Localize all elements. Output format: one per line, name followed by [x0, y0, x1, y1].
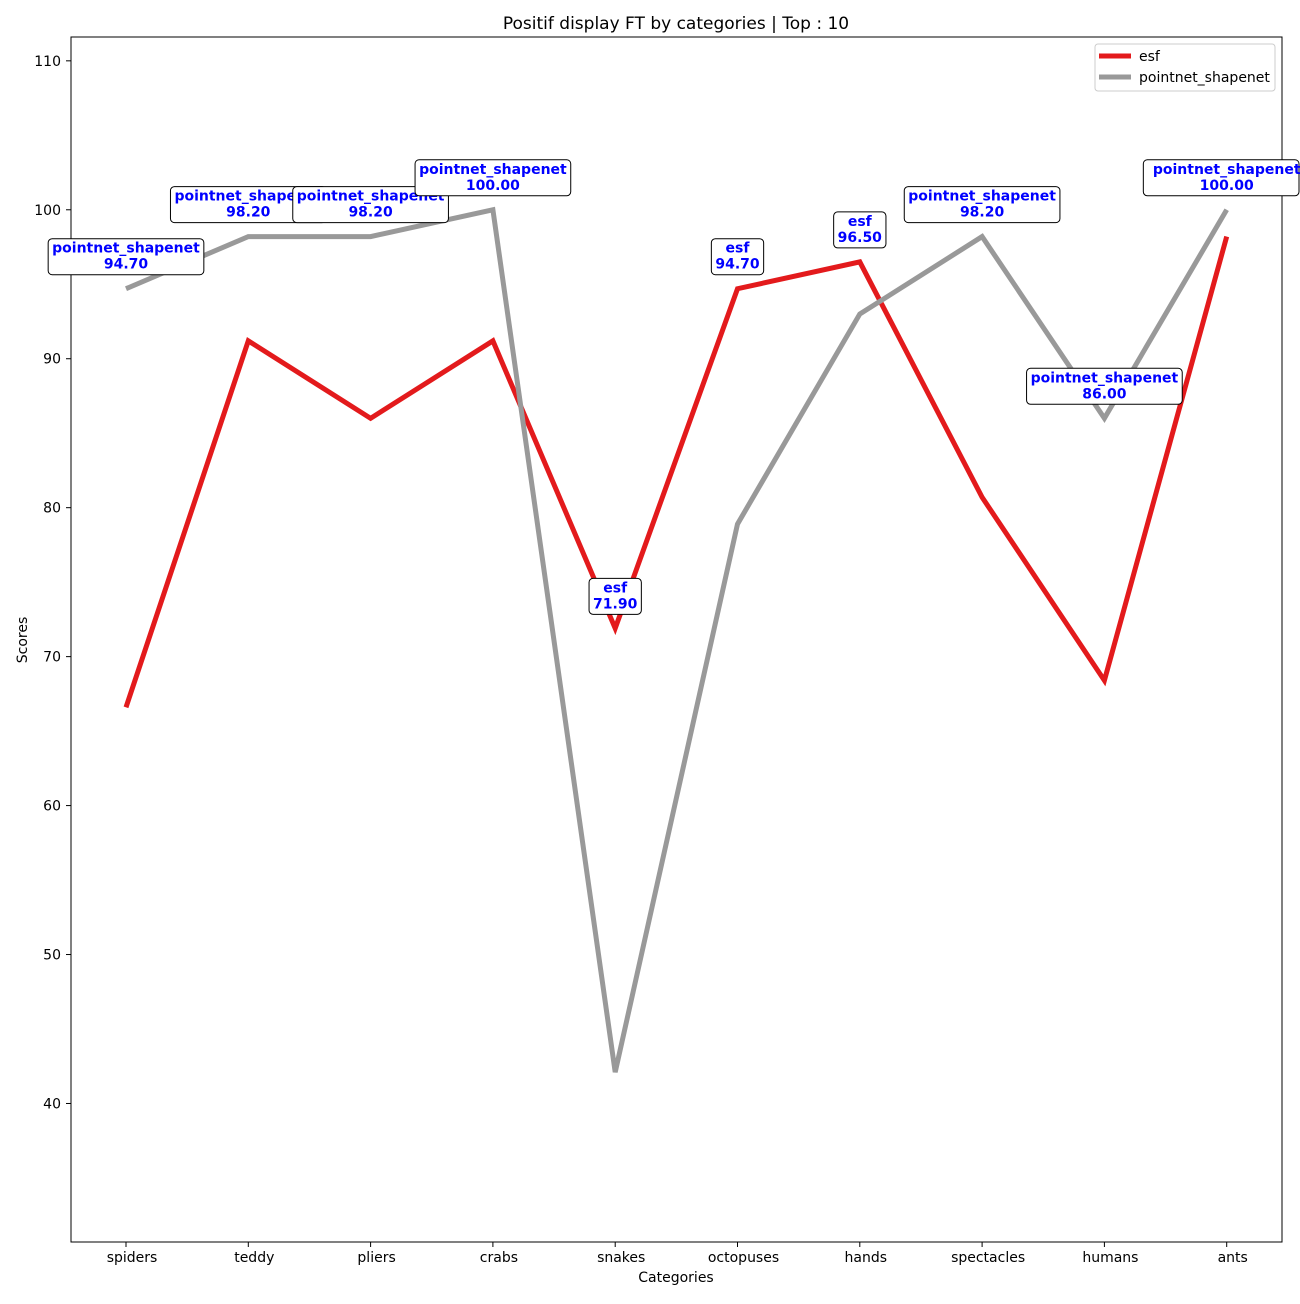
annotation-series-label: pointnet_shapenet	[419, 162, 567, 178]
legend-label: pointnet_shapenet	[1139, 70, 1270, 86]
y-tick-label: 100	[34, 203, 61, 219]
series-layer	[126, 210, 1227, 1073]
annotation-value-label: 71.90	[593, 596, 638, 612]
x-tick-label: spiders	[107, 1250, 158, 1266]
x-tick-label: crabs	[480, 1250, 518, 1266]
x-tick-label: spectacles	[951, 1250, 1025, 1266]
y-tick-label: 70	[43, 650, 61, 666]
x-axis-title: Categories	[638, 1270, 713, 1286]
x-tick-label: hands	[845, 1250, 888, 1266]
annotation-value-label: 100.00	[466, 178, 520, 194]
x-tick-label: pliers	[357, 1250, 395, 1266]
y-tick-label: 80	[43, 501, 61, 517]
annotation-value-label: 96.50	[838, 230, 883, 246]
chart-title: Positif display FT by categories | Top :…	[503, 14, 849, 34]
annotation-series-label: esf	[603, 580, 628, 596]
annotation-series-label: pointnet_shapenet	[908, 189, 1056, 205]
annotation-value-label: 94.70	[104, 257, 149, 273]
annotation-value-label: 100.00	[1200, 178, 1254, 194]
annotation-series-label: esf	[726, 241, 751, 257]
x-tick-label: teddy	[234, 1250, 274, 1266]
annotation-series-label: pointnet_shapenet	[1153, 162, 1300, 178]
annotation-value-label: 98.20	[960, 205, 1005, 221]
annotation-value-label: 86.00	[1082, 386, 1127, 402]
x-axis: spiders teddy pliers crabs snakes octopuses ha…	[107, 1242, 1248, 1266]
legend: esf pointnet_shapenet	[1095, 44, 1275, 91]
x-tick-label: humans	[1082, 1250, 1138, 1266]
annotation-value-label: 98.20	[348, 205, 393, 221]
annotation-series-label: esf	[848, 214, 873, 230]
y-tick-label: 90	[43, 352, 61, 368]
y-axis-title: Scores	[15, 617, 31, 664]
series-line-esf	[126, 237, 1227, 708]
annotation-series-label: pointnet_shapenet	[52, 241, 200, 257]
annotation-value-label: 94.70	[715, 257, 760, 273]
annotation-layer: pointnet_shapenet94.70pointnet_shapenet9…	[48, 160, 1300, 615]
x-tick-label: ants	[1218, 1250, 1248, 1266]
y-tick-label: 50	[43, 948, 61, 964]
annotation-value-label: 98.20	[226, 205, 271, 221]
annotation-series-label: pointnet_shapenet	[1031, 370, 1179, 386]
x-tick-label: octopuses	[708, 1250, 779, 1266]
y-tick-label: 60	[43, 799, 61, 815]
series-line-pointnet_shapenet	[126, 210, 1227, 1072]
y-tick-label: 40	[43, 1096, 61, 1112]
y-tick-label: 110	[34, 54, 61, 70]
legend-label: esf	[1139, 49, 1161, 65]
x-tick-label: snakes	[597, 1250, 645, 1266]
y-axis: 40 50 60 70 80 90 100 110	[34, 54, 71, 1113]
